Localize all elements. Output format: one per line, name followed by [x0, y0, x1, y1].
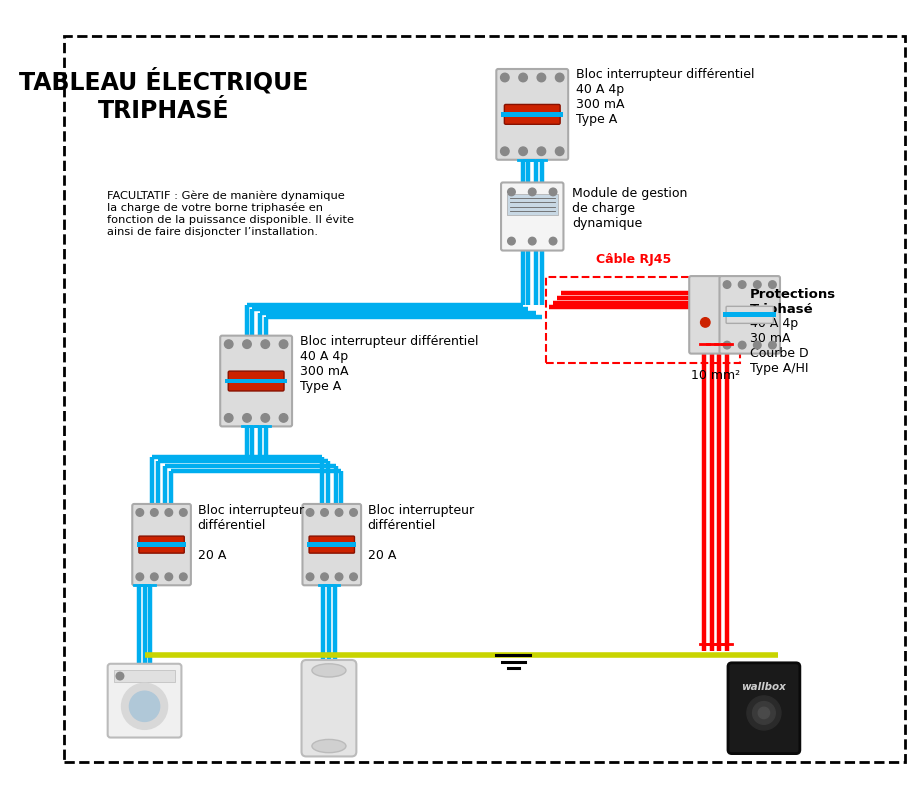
Text: FACULTATIF : Gère de manière dynamique
la charge de votre borne triphasée en
fon: FACULTATIF : Gère de manière dynamique l…	[107, 191, 354, 237]
Circle shape	[519, 73, 528, 81]
Circle shape	[335, 508, 343, 516]
Circle shape	[768, 281, 777, 288]
FancyBboxPatch shape	[221, 336, 292, 426]
Circle shape	[501, 147, 509, 156]
Circle shape	[528, 237, 536, 245]
Circle shape	[243, 413, 251, 422]
Circle shape	[537, 73, 546, 81]
Text: TABLEAU ÉLECTRIQUE
TRIPHASÉ: TABLEAU ÉLECTRIQUE TRIPHASÉ	[18, 69, 308, 123]
FancyBboxPatch shape	[689, 276, 721, 354]
Text: wallbox: wallbox	[742, 682, 787, 693]
Text: Protections
Triphasé: Protections Triphasé	[750, 288, 836, 316]
FancyBboxPatch shape	[228, 371, 284, 391]
Circle shape	[519, 147, 528, 156]
Bar	[225, 379, 288, 383]
Circle shape	[754, 342, 761, 349]
Circle shape	[165, 573, 173, 581]
Circle shape	[700, 318, 710, 327]
Circle shape	[279, 413, 288, 422]
Text: 10 mm²: 10 mm²	[691, 369, 741, 381]
Circle shape	[758, 707, 769, 719]
Circle shape	[279, 340, 288, 349]
FancyBboxPatch shape	[139, 536, 185, 553]
Circle shape	[501, 73, 509, 81]
FancyBboxPatch shape	[501, 183, 563, 251]
FancyBboxPatch shape	[309, 536, 355, 553]
Bar	[501, 112, 563, 117]
Text: 40 A 4p
30 mA
Courbe D
Type A/HI: 40 A 4p 30 mA Courbe D Type A/HI	[750, 317, 809, 375]
Text: Bloc interrupteur différentiel
40 A 4p
300 mA
Type A: Bloc interrupteur différentiel 40 A 4p 3…	[300, 335, 478, 393]
Circle shape	[306, 508, 313, 516]
Circle shape	[136, 508, 143, 516]
Circle shape	[116, 672, 124, 680]
Circle shape	[747, 696, 781, 730]
Circle shape	[507, 237, 516, 245]
Text: Bloc interrupteur
différentiel

20 A: Bloc interrupteur différentiel 20 A	[368, 504, 474, 563]
Circle shape	[723, 342, 731, 349]
Circle shape	[179, 508, 187, 516]
Circle shape	[350, 573, 357, 581]
FancyBboxPatch shape	[132, 504, 191, 585]
Text: Module de gestion
de charge
dynamique: Module de gestion de charge dynamique	[572, 188, 687, 231]
FancyBboxPatch shape	[726, 306, 774, 323]
Circle shape	[179, 573, 187, 581]
Circle shape	[738, 342, 746, 349]
Circle shape	[528, 188, 536, 196]
Circle shape	[165, 508, 173, 516]
Circle shape	[537, 147, 546, 156]
Ellipse shape	[312, 664, 346, 677]
Circle shape	[350, 508, 357, 516]
Circle shape	[224, 413, 233, 422]
FancyBboxPatch shape	[108, 664, 181, 737]
Bar	[506, 194, 558, 215]
Circle shape	[550, 188, 557, 196]
Circle shape	[122, 684, 167, 729]
Circle shape	[723, 281, 731, 288]
Text: Bloc interrupteur différentiel
40 A 4p
300 mA
Type A: Bloc interrupteur différentiel 40 A 4p 3…	[575, 69, 754, 126]
Circle shape	[321, 508, 328, 516]
FancyBboxPatch shape	[720, 276, 780, 354]
Bar	[723, 313, 777, 318]
Circle shape	[243, 340, 251, 349]
Circle shape	[507, 188, 516, 196]
Circle shape	[335, 573, 343, 581]
Circle shape	[306, 573, 313, 581]
Circle shape	[753, 701, 776, 725]
FancyBboxPatch shape	[728, 663, 800, 753]
Bar	[137, 543, 187, 547]
FancyBboxPatch shape	[496, 69, 568, 160]
Circle shape	[754, 281, 761, 288]
Bar	[307, 543, 357, 547]
Circle shape	[136, 573, 143, 581]
Circle shape	[738, 281, 746, 288]
Circle shape	[130, 691, 160, 721]
FancyBboxPatch shape	[301, 660, 357, 757]
Circle shape	[151, 573, 158, 581]
Circle shape	[550, 237, 557, 245]
Circle shape	[224, 340, 233, 349]
Bar	[114, 670, 175, 681]
Text: Câble RJ45: Câble RJ45	[596, 253, 672, 266]
Circle shape	[321, 573, 328, 581]
Circle shape	[768, 342, 777, 349]
Circle shape	[555, 147, 564, 156]
Circle shape	[555, 73, 564, 81]
Ellipse shape	[312, 740, 346, 753]
FancyBboxPatch shape	[302, 504, 361, 585]
Circle shape	[261, 413, 269, 422]
FancyBboxPatch shape	[505, 105, 561, 124]
Text: Bloc interrupteur
différentiel

20 A: Bloc interrupteur différentiel 20 A	[198, 504, 303, 563]
Circle shape	[151, 508, 158, 516]
Circle shape	[261, 340, 269, 349]
